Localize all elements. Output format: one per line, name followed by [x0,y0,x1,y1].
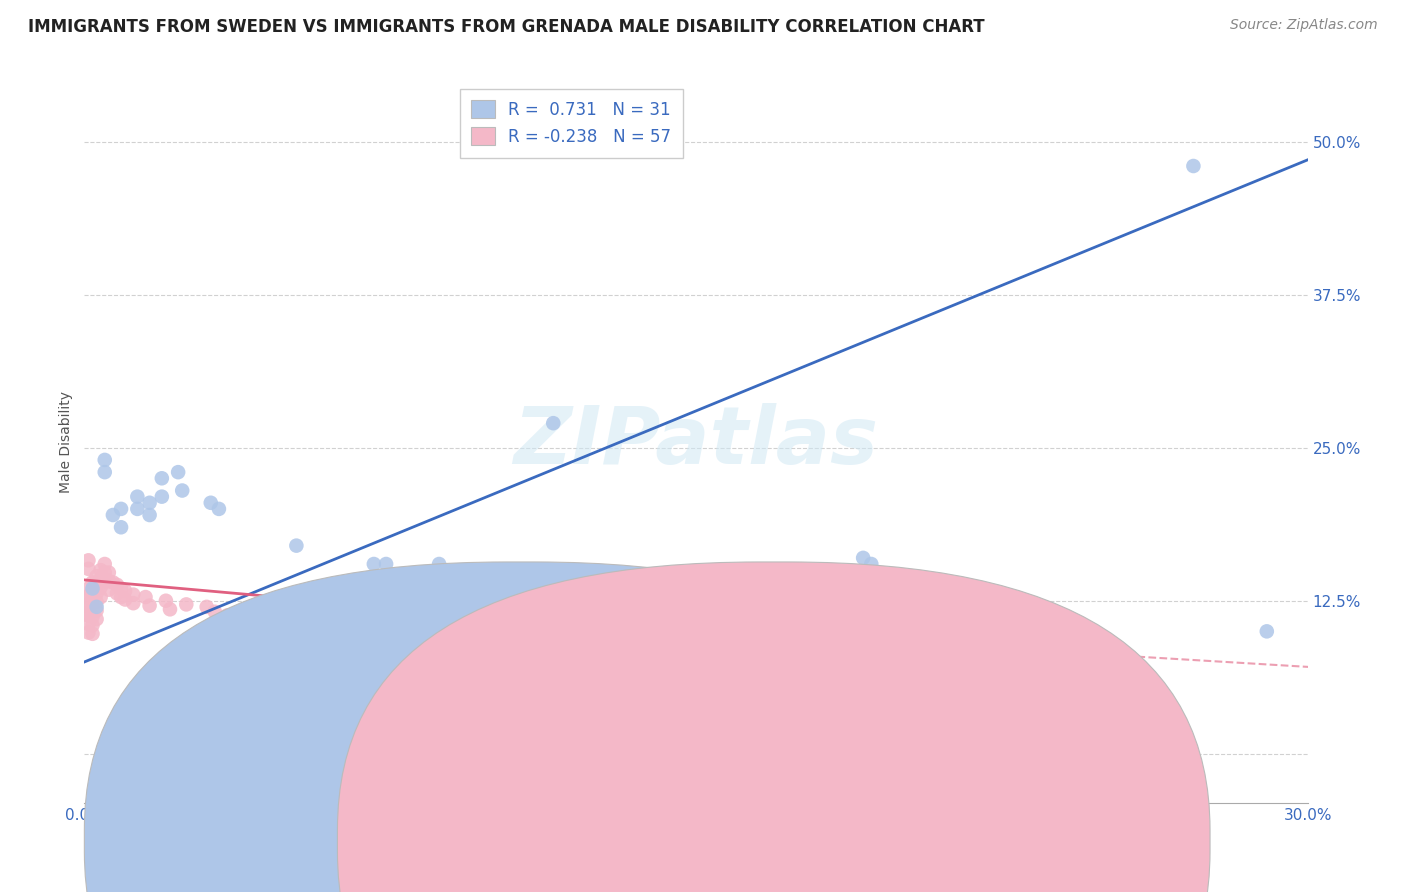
Point [208,502,231,516]
Text: IMMIGRANTS FROM SWEDEN VS IMMIGRANTS FROM GRENADA MALE DISABILITY CORRELATION CH: IMMIGRANTS FROM SWEDEN VS IMMIGRANTS FRO… [28,18,984,36]
Point [860,557,883,571]
Point [82,609,104,624]
Point [105,578,128,592]
Point [138,599,160,613]
Point [852,550,875,565]
Point [285,539,308,553]
Point [127,502,149,516]
Point [172,483,194,498]
Point [93,465,115,479]
Point [93,453,115,467]
Point [375,557,398,571]
Point [77,599,100,614]
Point [110,582,132,596]
Point [73,599,96,613]
Point [127,490,149,504]
Point [174,598,197,612]
Point [110,590,132,604]
Point [110,502,132,516]
Point [305,664,328,678]
Point [204,605,226,619]
Point [86,612,108,626]
Point [195,599,218,614]
Point [77,562,100,576]
Point [97,566,120,580]
Point [82,627,104,641]
Point [77,608,100,623]
Point [86,595,108,609]
Point [77,553,100,567]
Text: Immigrants from Grenada: Immigrants from Grenada [800,833,998,848]
Point [269,615,291,630]
Point [155,593,177,607]
Point [138,496,160,510]
Point [135,590,157,604]
Point [734,569,756,583]
Point [90,563,112,577]
Point [86,569,108,583]
Point [77,590,100,604]
Point [93,557,115,571]
Point [82,582,104,596]
Point [114,583,136,598]
Point [77,625,100,640]
Point [86,603,108,617]
Y-axis label: Male Disability: Male Disability [59,391,73,492]
Point [363,557,385,571]
Point [101,575,124,590]
Legend: R =  0.731   N = 31, R = -0.238   N = 57: R = 0.731 N = 31, R = -0.238 N = 57 [460,88,683,158]
Point [979,618,1001,632]
Point [77,617,100,632]
Point [159,602,181,616]
Point [543,416,565,430]
Point [90,572,112,586]
Point [93,566,115,580]
Text: ZIPatlas: ZIPatlas [513,402,879,481]
Point [122,596,145,610]
Point [73,590,96,604]
Point [105,586,128,600]
Point [114,592,136,607]
Point [93,574,115,589]
Point [82,575,104,590]
Point [122,588,145,602]
Point [86,578,108,592]
Point [1182,159,1205,173]
Point [82,583,104,598]
Point [82,618,104,632]
Point [82,592,104,607]
Point [150,490,173,504]
Point [742,582,765,596]
Point [110,520,132,534]
Point [138,508,160,522]
Point [97,582,120,597]
Point [97,574,120,589]
Point [298,655,321,669]
Point [90,590,112,604]
Text: Immigrants from Sweden: Immigrants from Sweden [547,833,740,848]
Point [1256,624,1278,639]
Point [101,508,124,522]
Point [228,612,250,626]
Point [217,608,239,623]
Point [167,465,190,479]
Point [86,586,108,600]
Point [90,580,112,594]
Point [73,607,96,622]
Text: Source: ZipAtlas.com: Source: ZipAtlas.com [1230,18,1378,32]
Point [82,601,104,615]
Point [794,575,817,590]
Point [77,582,100,596]
Point [200,496,222,510]
Point [150,471,173,485]
Point [427,557,450,571]
Point [86,599,108,614]
